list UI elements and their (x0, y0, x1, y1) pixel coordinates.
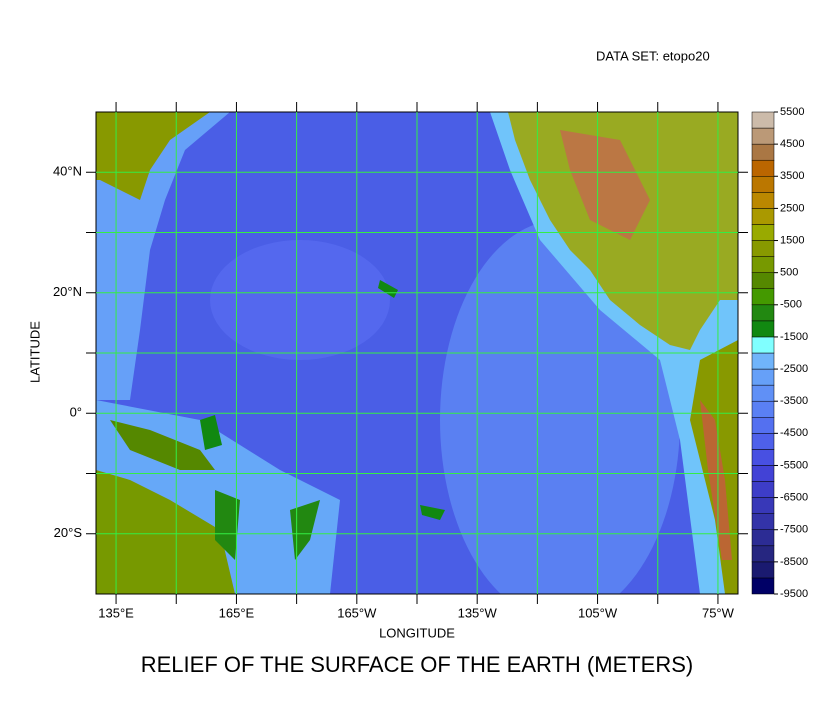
colorbar-swatch (751, 368, 775, 386)
colorbar-label: -5500 (780, 459, 808, 471)
highland (560, 130, 650, 240)
colorbar-label: -500 (780, 299, 802, 311)
colorbar-label: 500 (780, 267, 798, 279)
colorbar-label: -4500 (780, 427, 808, 439)
colorbar-swatch (751, 561, 775, 579)
x-tick-label: 165°W (337, 605, 377, 620)
colorbar-label: -2500 (780, 363, 808, 375)
y-tick-label: 20°N (53, 284, 82, 299)
colorbar-label: -3500 (780, 395, 808, 407)
highland (700, 400, 732, 560)
colorbar-swatch (751, 400, 775, 418)
y-tick-label: 0° (70, 405, 82, 420)
x-tick-label: 75°W (702, 605, 735, 620)
colorbar-swatch (751, 320, 775, 338)
land (215, 490, 240, 560)
colorbar-swatch (751, 143, 775, 161)
ocean-ridge (210, 240, 390, 360)
colorbar-swatch (751, 159, 775, 177)
colorbar-label: -9500 (780, 588, 808, 600)
land (96, 112, 210, 200)
colorbar-swatch (751, 529, 775, 547)
colorbar-swatch (751, 240, 775, 257)
land (378, 280, 398, 298)
colorbar-swatch (751, 111, 775, 129)
x-tick-label: 105°W (578, 605, 618, 620)
colorbar-swatch (751, 481, 775, 498)
colorbar-swatch (751, 272, 775, 289)
colorbar-swatch (751, 127, 775, 145)
colorbar-swatch (751, 208, 775, 225)
colorbar-swatch (751, 192, 775, 209)
colorbar-swatch (751, 417, 775, 434)
colorbar-swatch (751, 433, 775, 450)
colorbar-label: 3500 (780, 170, 804, 182)
land (96, 470, 235, 594)
map-title: RELIEF OF THE SURFACE OF THE EARTH (METE… (141, 652, 694, 677)
colorbar-swatch (751, 176, 775, 193)
colorbar-label: -1500 (780, 331, 808, 343)
colorbar-label: 4500 (780, 138, 804, 150)
land (200, 415, 222, 450)
x-tick-label: 165°E (219, 605, 255, 620)
colorbar-label: -6500 (780, 492, 808, 504)
colorbar-label: -8500 (780, 556, 808, 568)
colorbar-swatch (751, 304, 775, 322)
y-tick-label: 20°S (54, 525, 83, 540)
colorbar-swatch (751, 256, 775, 273)
colorbar-swatch (751, 336, 775, 354)
y-tick-label: 40°N (53, 164, 82, 179)
colorbar-swatch (751, 513, 775, 530)
colorbar-swatch (751, 449, 775, 466)
land (110, 420, 215, 470)
colorbar-swatch (751, 384, 775, 402)
land (420, 505, 445, 520)
colorbar-swatch (751, 288, 775, 306)
colorbar-label: 5500 (780, 106, 804, 118)
colorbar-swatch (751, 465, 775, 482)
colorbar-swatch (751, 224, 775, 241)
x-axis-label: LONGITUDE (379, 625, 455, 640)
y-axis-label: LATITUDE (27, 321, 42, 383)
dataset-label: DATA SET: etopo20 (596, 48, 710, 63)
colorbar-swatch (751, 545, 775, 563)
colorbar-label: -7500 (780, 524, 808, 536)
colorbar-swatch (751, 577, 775, 595)
colorbar-label: 1500 (780, 234, 804, 246)
colorbar-label: 2500 (780, 202, 804, 214)
colorbar-swatch (751, 497, 775, 514)
land (290, 500, 320, 560)
x-tick-label: 135°E (98, 605, 134, 620)
colorbar-swatch (751, 352, 775, 370)
x-tick-label: 135°W (458, 605, 498, 620)
colorbar: 5500 4500 3500 2500 1500 500 -500 -1500 -2500 -35… (751, 106, 808, 600)
